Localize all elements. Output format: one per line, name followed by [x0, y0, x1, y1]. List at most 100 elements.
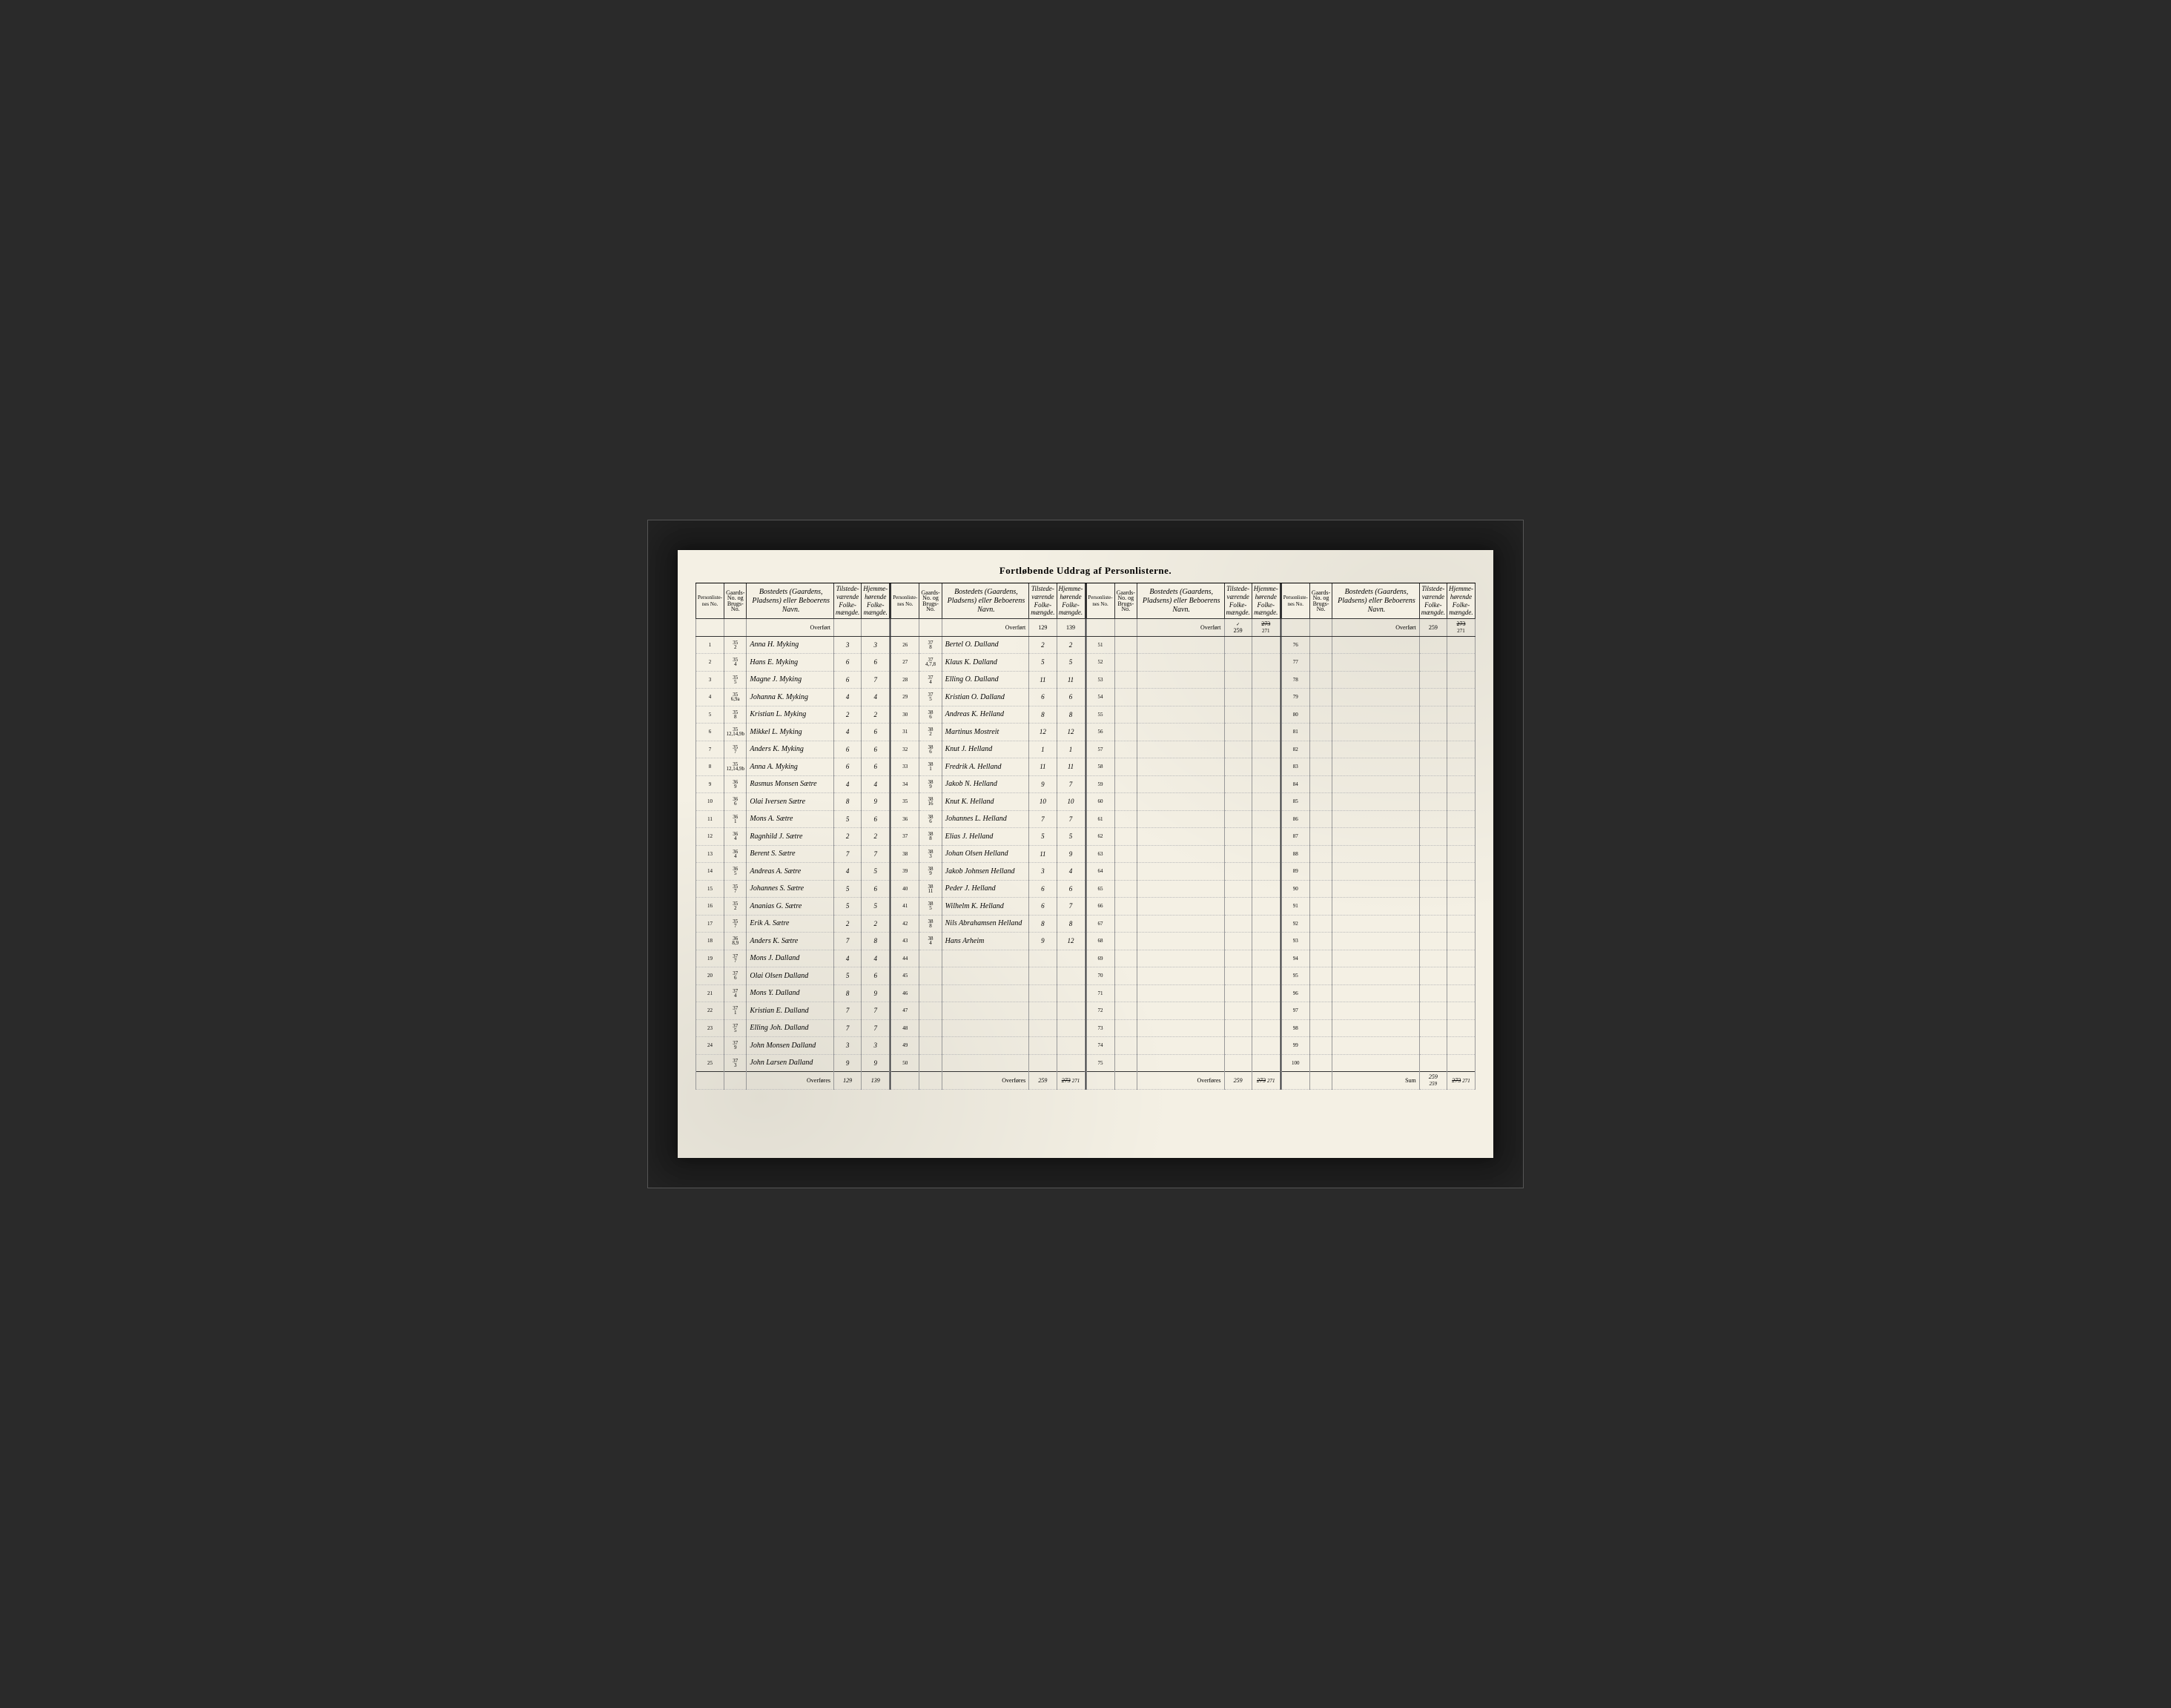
- footer-h: 273 271: [1252, 1072, 1280, 1090]
- resident-name: Andreas A. Sætre: [747, 863, 834, 881]
- row-number: 76: [1281, 636, 1309, 654]
- resident-name: Johannes L. Helland: [942, 810, 1029, 828]
- row-number: 53: [1086, 671, 1114, 689]
- resident-name: Berent S. Sætre: [747, 845, 834, 863]
- gaards-no: [1114, 758, 1137, 776]
- hjemme-count: [1447, 706, 1476, 724]
- tilstede-count: 4: [834, 689, 862, 706]
- gaards-no: 388: [919, 915, 942, 933]
- gaards-no: [1309, 1037, 1332, 1055]
- hjemme-count: [1057, 984, 1085, 1002]
- hjemme-count: [1447, 915, 1476, 933]
- row-number: 7: [696, 741, 724, 758]
- gaards-no: 361: [724, 810, 747, 828]
- table-row: 37388Elias J. Helland55: [891, 828, 1085, 846]
- gaards-no: [1309, 1054, 1332, 1072]
- gaards-no: [1309, 863, 1332, 881]
- row-number: 62: [1086, 828, 1114, 846]
- tilstede-count: [1224, 1054, 1252, 1072]
- resident-name: Elling O. Dalland: [942, 671, 1029, 689]
- table-row: 78: [1281, 671, 1475, 689]
- table-row: 26378Bertel O. Dalland22: [891, 636, 1085, 654]
- gaards-no: [1114, 863, 1137, 881]
- resident-name: Peder J. Helland: [942, 880, 1029, 898]
- resident-name: [942, 1054, 1029, 1072]
- gaards-no: 3512,14,9b: [724, 758, 747, 776]
- hdr-bosted: Bostedets (Gaardens, Pladsens) eller Beb…: [747, 583, 834, 619]
- table-row: 34389Jakob N. Helland97: [891, 775, 1085, 793]
- tilstede-count: [1419, 758, 1447, 776]
- hjemme-count: [1447, 775, 1476, 793]
- gaards-no: 357: [724, 915, 747, 933]
- table-row: 58: [1086, 758, 1280, 776]
- row-number: 2: [696, 654, 724, 672]
- resident-name: Anders K. Sætre: [747, 933, 834, 950]
- hjemme-count: [1447, 845, 1476, 863]
- gaards-no: [1309, 758, 1332, 776]
- hdr-bosted: Bostedets (Gaardens, Pladsens) eller Beb…: [1137, 583, 1224, 619]
- tbody-2: Overført12913926378Bertel O. Dalland2227…: [891, 619, 1085, 1090]
- resident-name: [1137, 654, 1224, 672]
- hjemme-count: 12: [1057, 933, 1085, 950]
- gaards-no: 364: [724, 845, 747, 863]
- scan-frame: Fortløbende Uddrag af Personlisterne. Pe…: [647, 520, 1524, 1188]
- table-row: 33381Fredrik A. Helland1111: [891, 758, 1085, 776]
- tilstede-count: 4: [834, 950, 862, 967]
- resident-name: [1332, 967, 1420, 985]
- hjemme-count: 6: [862, 741, 890, 758]
- tilstede-count: [1224, 933, 1252, 950]
- row-number: 10: [696, 793, 724, 811]
- hjemme-count: 9: [1057, 845, 1085, 863]
- row-number: 70: [1086, 967, 1114, 985]
- table-row: 14365Andreas A. Sætre45: [696, 863, 890, 881]
- table-row: 82: [1281, 741, 1475, 758]
- footer-t: 259259: [1419, 1072, 1447, 1090]
- panel-2: Personliste- nes No. Gaards- No. og Brug…: [890, 583, 1086, 1090]
- gaards-no: [1114, 671, 1137, 689]
- table-row: 13364Berent S. Sætre77: [696, 845, 890, 863]
- tilstede-count: [1419, 706, 1447, 724]
- footer-t: 129: [834, 1072, 862, 1090]
- page-title: Fortløbende Uddrag af Personlisterne.: [695, 565, 1476, 577]
- table-row: 24379John Monsen Dalland33: [696, 1037, 890, 1055]
- table-row: 48: [891, 1019, 1085, 1037]
- hjemme-count: [1252, 775, 1280, 793]
- hjemme-count: [1447, 1037, 1476, 1055]
- tilstede-count: [1419, 1019, 1447, 1037]
- tilstede-count: 2: [834, 706, 862, 724]
- row-number: 96: [1281, 984, 1309, 1002]
- tilstede-count: [1419, 636, 1447, 654]
- hjemme-count: [1057, 1002, 1085, 1020]
- overfort-h: 273271: [1252, 619, 1280, 637]
- tilstede-count: [1029, 1019, 1057, 1037]
- hjemme-count: [1252, 933, 1280, 950]
- hjemme-count: 2: [862, 915, 890, 933]
- hjemme-count: 8: [862, 933, 890, 950]
- gaards-no: 381: [919, 758, 942, 776]
- resident-name: Olai Iversen Sætre: [747, 793, 834, 811]
- resident-name: [1137, 1037, 1224, 1055]
- resident-name: [942, 1019, 1029, 1037]
- row-number: 37: [891, 828, 919, 846]
- hjemme-count: 8: [1057, 915, 1085, 933]
- gaards-no: [1309, 898, 1332, 916]
- resident-name: [1332, 898, 1420, 916]
- gaards-no: [1309, 724, 1332, 741]
- footer-h: 273 271: [1447, 1072, 1476, 1090]
- row-number: 58: [1086, 758, 1114, 776]
- resident-name: Bertel O. Dalland: [942, 636, 1029, 654]
- resident-name: Nils Abrahamsen Helland: [942, 915, 1029, 933]
- resident-name: Johan Olsen Helland: [942, 845, 1029, 863]
- overfores-row: Overføres129139: [696, 1072, 890, 1090]
- gaards-no: 365: [724, 863, 747, 881]
- row-number: 17: [696, 915, 724, 933]
- table-2: Personliste- nes No. Gaards- No. og Brug…: [890, 583, 1085, 1090]
- table-row: 9369Rasmus Monsen Sætre44: [696, 775, 890, 793]
- gaards-no: 3811: [919, 880, 942, 898]
- table-row: 91: [1281, 898, 1475, 916]
- table-row: 87: [1281, 828, 1475, 846]
- tilstede-count: [1224, 967, 1252, 985]
- hjemme-count: [1252, 915, 1280, 933]
- gaards-no: [1309, 654, 1332, 672]
- resident-name: Elias J. Helland: [942, 828, 1029, 846]
